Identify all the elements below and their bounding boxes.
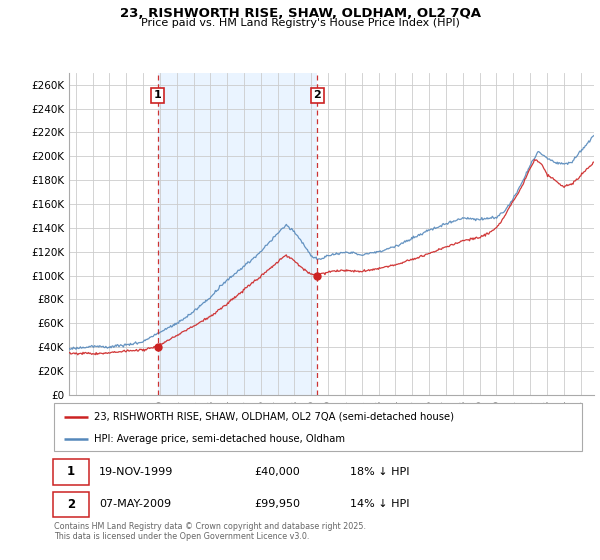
FancyBboxPatch shape <box>53 492 89 517</box>
Text: 07-MAY-2009: 07-MAY-2009 <box>99 500 171 510</box>
Bar <box>158 73 317 395</box>
Text: 2: 2 <box>313 90 321 100</box>
Text: 23, RISHWORTH RISE, SHAW, OLDHAM, OL2 7QA: 23, RISHWORTH RISE, SHAW, OLDHAM, OL2 7Q… <box>119 7 481 20</box>
Text: 1: 1 <box>154 90 162 100</box>
FancyBboxPatch shape <box>53 459 89 485</box>
Text: £99,950: £99,950 <box>254 500 301 510</box>
Text: 14% ↓ HPI: 14% ↓ HPI <box>350 500 409 510</box>
Text: 1: 1 <box>67 465 75 478</box>
Text: 18% ↓ HPI: 18% ↓ HPI <box>350 467 409 477</box>
Text: 2: 2 <box>67 498 75 511</box>
Text: 19-NOV-1999: 19-NOV-1999 <box>99 467 173 477</box>
Text: Contains HM Land Registry data © Crown copyright and database right 2025.
This d: Contains HM Land Registry data © Crown c… <box>54 522 366 542</box>
Text: 23, RISHWORTH RISE, SHAW, OLDHAM, OL2 7QA (semi-detached house): 23, RISHWORTH RISE, SHAW, OLDHAM, OL2 7Q… <box>94 412 454 422</box>
Text: Price paid vs. HM Land Registry's House Price Index (HPI): Price paid vs. HM Land Registry's House … <box>140 18 460 28</box>
Text: HPI: Average price, semi-detached house, Oldham: HPI: Average price, semi-detached house,… <box>94 434 344 444</box>
Text: £40,000: £40,000 <box>254 467 301 477</box>
